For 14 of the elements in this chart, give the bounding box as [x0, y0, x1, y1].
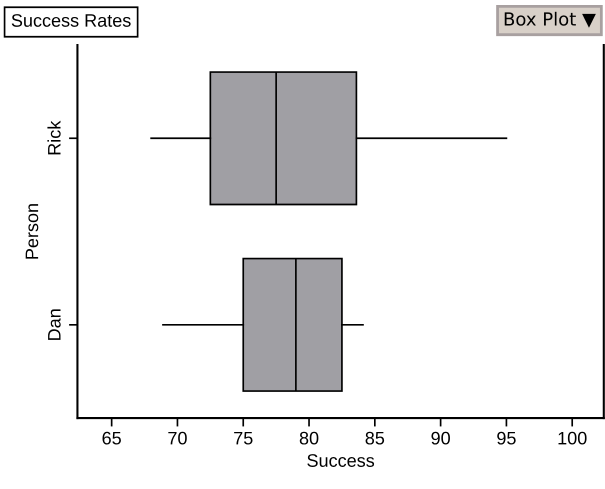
x-tick-label: 90: [431, 432, 450, 445]
y-axis-title: Person: [26, 204, 38, 259]
x-tick-label: 65: [102, 432, 121, 445]
x-tick-label: 80: [300, 432, 318, 445]
x-tick-label: 85: [366, 432, 384, 445]
y-tick-label: Rick: [47, 120, 61, 154]
text: Box Plot ▼: [504, 12, 596, 28]
y-tick-label: Dan: [48, 309, 61, 340]
x-tick-label: 75: [234, 432, 253, 445]
x-tick-label: 100: [558, 432, 587, 445]
x-axis-title: Success: [307, 454, 374, 467]
x-tick-label: 70: [168, 432, 187, 445]
x-tick-label: 95: [497, 432, 516, 445]
chart-title: Success Rates: [12, 14, 131, 27]
